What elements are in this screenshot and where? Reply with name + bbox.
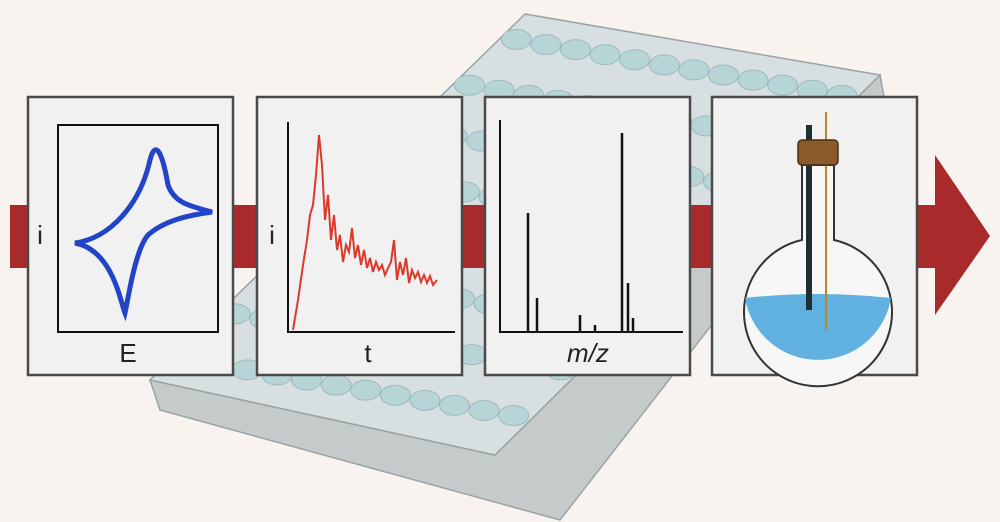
- chrono-panel: i t: [255, 95, 464, 377]
- flask-panel: [710, 95, 919, 388]
- ms-panel: m/z: [483, 95, 692, 377]
- well: [589, 44, 621, 66]
- x-axis-label: m/z: [567, 338, 609, 368]
- y-axis-label: i: [37, 220, 43, 250]
- well: [409, 389, 441, 411]
- well: [737, 69, 769, 91]
- cv-panel: i E: [26, 95, 235, 377]
- well: [619, 49, 651, 71]
- well: [468, 400, 500, 421]
- well: [530, 34, 562, 55]
- well: [500, 28, 532, 50]
- well: [350, 379, 382, 401]
- well: [678, 59, 710, 81]
- well: [320, 374, 352, 396]
- x-axis-label: t: [364, 338, 372, 368]
- well: [379, 384, 411, 406]
- well: [648, 54, 680, 76]
- well: [560, 39, 592, 61]
- well: [498, 405, 530, 427]
- x-axis-label: E: [119, 338, 136, 368]
- well: [453, 74, 485, 96]
- well: [707, 64, 739, 86]
- y-axis-label: i: [269, 220, 275, 250]
- well: [767, 74, 799, 96]
- well: [438, 394, 470, 416]
